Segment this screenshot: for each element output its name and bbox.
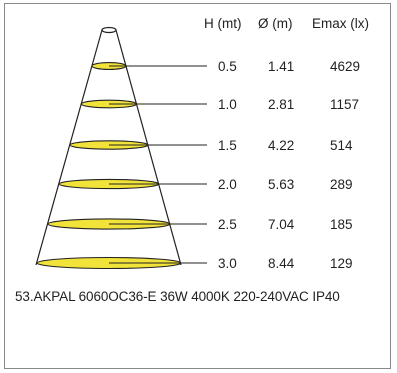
beam-cone bbox=[35, 26, 182, 266]
header-emax: Emax (lx) bbox=[312, 16, 369, 31]
diameter-value: 5.63 bbox=[268, 177, 294, 192]
header-height: H (mt) bbox=[204, 16, 242, 31]
cone-left-edge bbox=[35, 29, 103, 266]
height-value: 3.0 bbox=[218, 256, 237, 271]
height-value: 0.5 bbox=[218, 59, 237, 74]
diameter-value: 4.22 bbox=[268, 138, 294, 153]
diameter-value: 8.44 bbox=[268, 256, 295, 271]
emax-value: 4629 bbox=[330, 59, 360, 74]
illuminance-rows: 0.5 1.41 4629 1.0 2.81 1157 1.5 4.22 514 2.0 5.63 2… bbox=[36, 59, 360, 271]
height-value: 1.0 bbox=[218, 97, 237, 112]
light-cone-diagram: H (mt) Ø (m) Emax (lx) 0.5 1.41 4629 1.0 2.8… bbox=[35, 16, 369, 271]
height-value: 1.5 bbox=[218, 138, 237, 153]
diameter-value: 1.41 bbox=[268, 59, 294, 74]
emax-value: 1157 bbox=[330, 97, 359, 112]
cone-right-edge bbox=[115, 29, 182, 266]
emax-value: 514 bbox=[330, 138, 353, 153]
diagram-frame bbox=[4, 3, 391, 369]
diameter-value: 7.04 bbox=[268, 217, 295, 232]
header-diameter: Ø (m) bbox=[258, 16, 293, 31]
emax-value: 289 bbox=[330, 177, 353, 192]
height-value: 2.5 bbox=[218, 217, 237, 232]
cone-apex-ellipse bbox=[101, 26, 117, 34]
diameter-value: 2.81 bbox=[268, 97, 294, 112]
emax-value: 129 bbox=[330, 256, 353, 271]
product-caption: 53.AKPAL 6060OC36-E 36W 4000K 220-240VAC… bbox=[15, 289, 340, 304]
emax-value: 185 bbox=[330, 217, 353, 232]
height-value: 2.0 bbox=[218, 177, 237, 192]
